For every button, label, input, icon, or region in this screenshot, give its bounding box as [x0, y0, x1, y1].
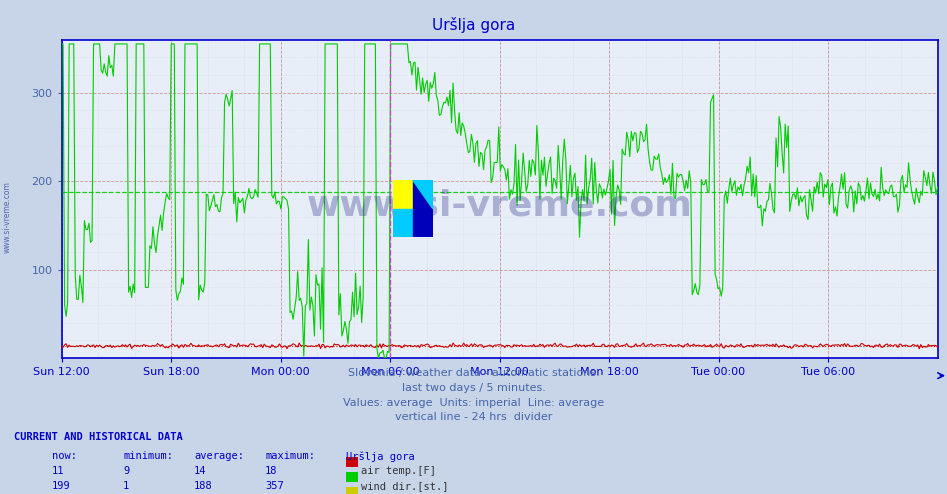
Text: Uršlja gora: Uršlja gora [346, 451, 415, 461]
Text: 9: 9 [123, 466, 130, 476]
Text: maximum:: maximum: [265, 451, 315, 461]
Bar [393, 208, 413, 237]
Text: vertical line - 24 hrs  divider: vertical line - 24 hrs divider [395, 412, 552, 422]
Text: Slovenia / weather data - automatic stations.: Slovenia / weather data - automatic stat… [348, 368, 599, 378]
Text: 199: 199 [52, 481, 71, 491]
Text: 1: 1 [123, 481, 130, 491]
Text: 18: 18 [265, 466, 277, 476]
Text: average:: average: [194, 451, 244, 461]
Bar [413, 180, 433, 237]
Text: 357: 357 [265, 481, 284, 491]
Text: air temp.[F]: air temp.[F] [361, 466, 436, 476]
Text: www.si-vreme.com: www.si-vreme.com [307, 188, 692, 222]
Text: 188: 188 [194, 481, 213, 491]
Text: CURRENT AND HISTORICAL DATA: CURRENT AND HISTORICAL DATA [14, 432, 183, 442]
Text: www.si-vreme.com: www.si-vreme.com [3, 181, 12, 253]
Text: minimum:: minimum: [123, 451, 173, 461]
Polygon shape [413, 180, 433, 208]
Text: 14: 14 [194, 466, 206, 476]
Text: wind dir.[st.]: wind dir.[st.] [361, 481, 448, 491]
Text: now:: now: [52, 451, 77, 461]
Bar [393, 180, 413, 208]
Text: 11: 11 [52, 466, 64, 476]
Text: Values: average  Units: imperial  Line: average: Values: average Units: imperial Line: av… [343, 398, 604, 408]
Text: last two days / 5 minutes.: last two days / 5 minutes. [402, 383, 545, 393]
Text: Uršlja gora: Uršlja gora [432, 17, 515, 33]
